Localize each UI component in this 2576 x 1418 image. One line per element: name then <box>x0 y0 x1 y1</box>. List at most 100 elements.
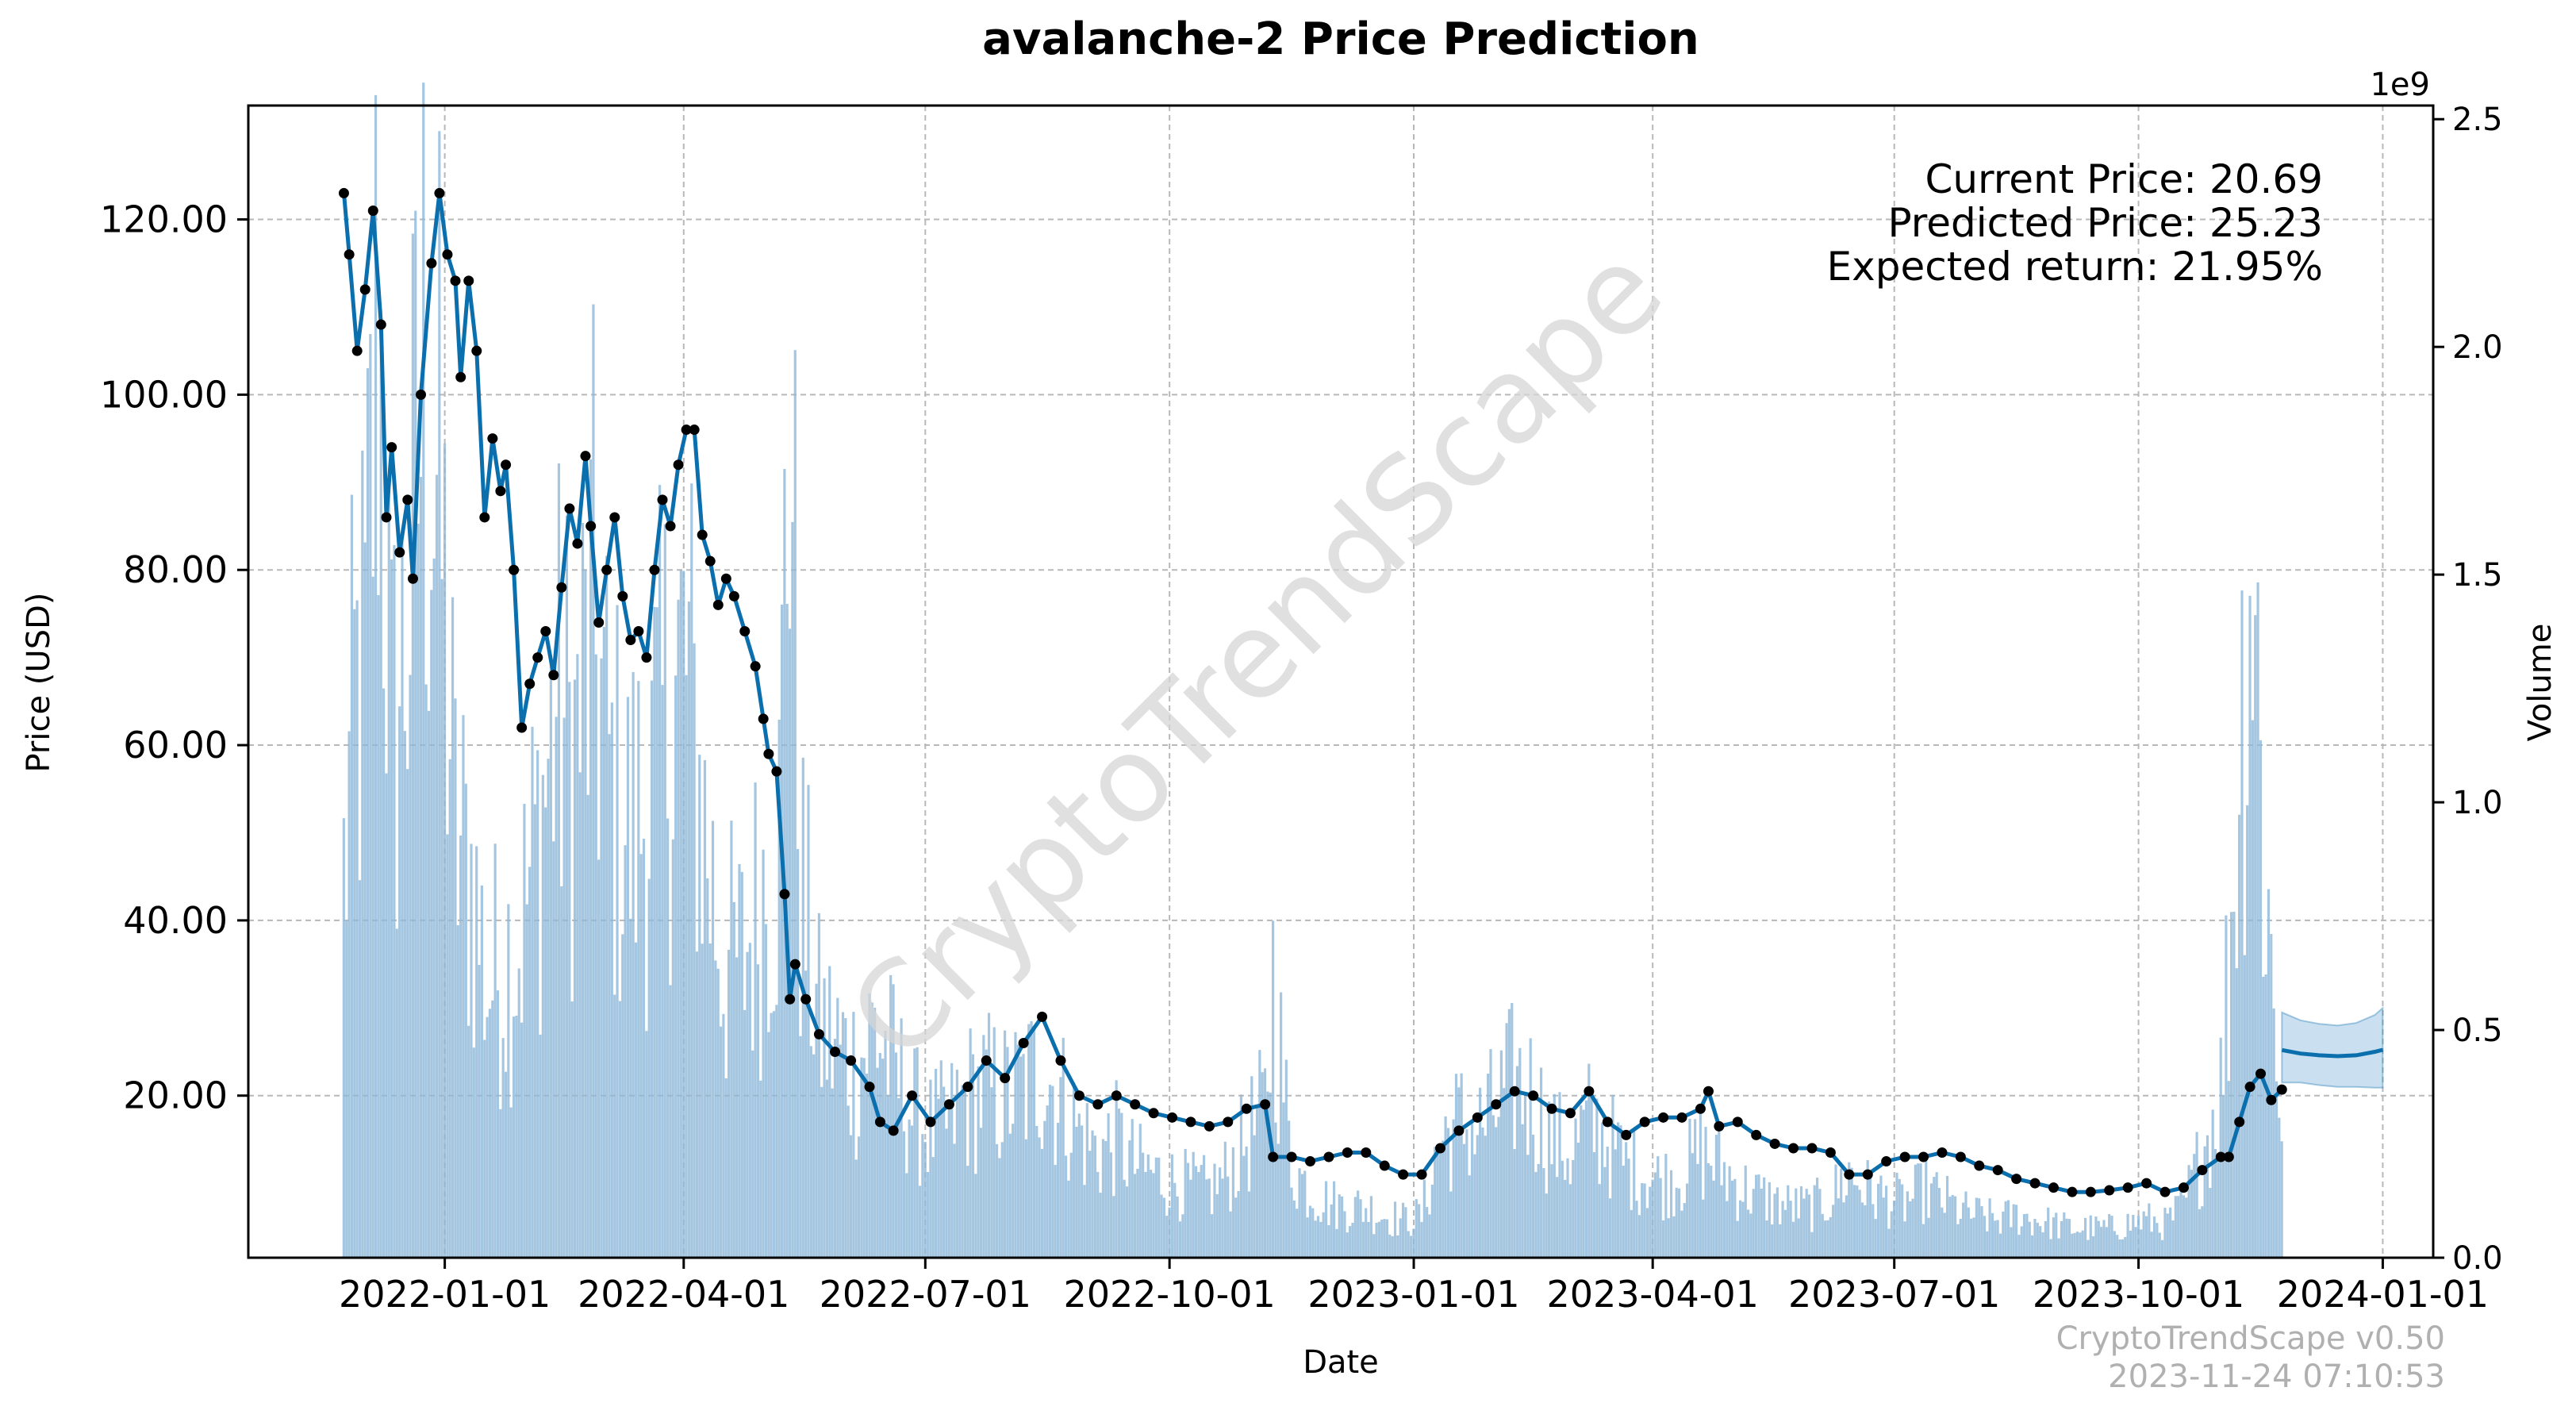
volume-bar <box>525 904 528 1258</box>
volume-bar <box>1043 1120 1046 1258</box>
volume-bar <box>1430 1184 1434 1258</box>
volume-bar <box>2063 1212 2066 1258</box>
price-point <box>874 1116 885 1128</box>
volume-bar <box>467 1025 470 1258</box>
volume-bar <box>719 1026 723 1258</box>
volume-bar <box>2036 1222 2039 1258</box>
volume-bar <box>1219 1167 1222 1258</box>
volume-bar <box>1438 1145 1442 1258</box>
volume-bar <box>2185 1197 2188 1258</box>
volume-bar <box>2065 1218 2068 1258</box>
volume-bar <box>2049 1239 2052 1258</box>
volume-bar <box>1247 1191 1251 1258</box>
volume-bar <box>1921 1224 1925 1258</box>
volume-bar <box>780 604 784 1258</box>
volume-bar <box>443 444 447 1258</box>
volume-bar <box>703 759 707 1258</box>
volume-bar <box>884 1031 887 1258</box>
volume-bar <box>411 233 414 1258</box>
volume-bar <box>1383 1219 1386 1258</box>
volume-bar <box>2067 1219 2071 1258</box>
volume-bar <box>1627 1159 1630 1258</box>
volume-bar <box>353 609 356 1258</box>
price-point <box>1714 1120 1725 1132</box>
volume-bar <box>422 83 425 1258</box>
volume-bar <box>1269 1092 1272 1258</box>
volume-bar <box>1319 1221 1323 1258</box>
volume-bar <box>1311 1208 1315 1258</box>
price-point <box>532 652 543 663</box>
volume-bar <box>2227 1081 2230 1258</box>
volume-bar <box>937 1098 940 1258</box>
volume-bar <box>2126 1213 2129 1258</box>
volume-bar <box>1420 1221 1423 1258</box>
volume-bar <box>823 978 826 1258</box>
volume-bar <box>1444 1116 1447 1258</box>
volume-bar <box>833 1039 837 1258</box>
volume-bar <box>1186 1162 1190 1258</box>
volume-bar <box>1056 1123 1060 1258</box>
volume-bar <box>1592 1151 1596 1258</box>
volume-bar <box>1675 1187 1678 1258</box>
volume-bar <box>746 951 749 1258</box>
price-point <box>1416 1169 1427 1180</box>
volume-bar <box>1582 1109 1585 1258</box>
price-point <box>556 582 567 593</box>
volume-bar <box>1587 1063 1591 1258</box>
volume-bar <box>374 94 378 1259</box>
volume-bar <box>1391 1235 1394 1258</box>
volume-bar <box>1677 1188 1681 1258</box>
volume-bar <box>849 1135 853 1258</box>
volume-bar <box>1385 1219 1389 1258</box>
price-point <box>1491 1099 1502 1110</box>
y-tick-label: 20.00 <box>123 1074 228 1117</box>
volume-bar <box>1205 1179 1208 1258</box>
volume-bar <box>908 1119 911 1258</box>
x-tick-label: 2022-01-01 <box>339 1273 551 1316</box>
volume-bar <box>2163 1208 2167 1258</box>
volume-bar <box>836 997 839 1258</box>
volume-bar <box>1181 1214 1184 1258</box>
volume-bar <box>1418 1204 1421 1258</box>
volume-bar <box>1617 1122 1620 1258</box>
volume-bar <box>1945 1175 1949 1258</box>
volume-bar <box>605 555 608 1258</box>
volume-bar <box>1059 1077 1062 1258</box>
volume-bar <box>2259 740 2262 1258</box>
volume-bar <box>1207 1178 1211 1258</box>
volume-bar <box>974 1174 977 1258</box>
volume-bar <box>1211 1214 1214 1258</box>
price-point <box>1268 1151 1279 1162</box>
volume-bar <box>1542 1168 1545 1258</box>
volume-bar <box>724 1078 727 1258</box>
volume-bar <box>1495 1127 1498 1258</box>
volume-bar <box>1351 1222 1354 1258</box>
price-point <box>1073 1090 1085 1101</box>
volume-bar <box>432 558 436 1258</box>
volume-bar <box>1197 1172 1200 1258</box>
volume-bar <box>1680 1210 1683 1258</box>
volume-bars <box>342 83 2283 1259</box>
volume-bar <box>2140 1229 2143 1258</box>
volume-bar <box>1192 1151 1195 1258</box>
volume-bar <box>1927 1217 1930 1258</box>
volume-bar <box>2201 1206 2204 1258</box>
volume-bar <box>1162 1197 1165 1258</box>
volume-bar <box>1038 1137 1041 1258</box>
volume-bar <box>1728 1166 1731 1258</box>
volume-bar <box>655 607 658 1258</box>
price-point <box>925 1116 936 1128</box>
volume-bar <box>706 878 709 1258</box>
volume-bar <box>1702 1199 1705 1258</box>
volume-bar <box>2097 1220 2100 1258</box>
volume-bar <box>1288 1120 1291 1258</box>
volume-bar <box>815 983 818 1258</box>
volume-bar <box>1614 1149 1617 1258</box>
volume-bar <box>809 1046 812 1258</box>
volume-bar <box>1779 1224 1782 1258</box>
volume-bar <box>523 804 526 1258</box>
volume-bar <box>1152 1173 1155 1258</box>
volume-bar <box>2179 1190 2182 1258</box>
volume-bar <box>958 1093 962 1258</box>
